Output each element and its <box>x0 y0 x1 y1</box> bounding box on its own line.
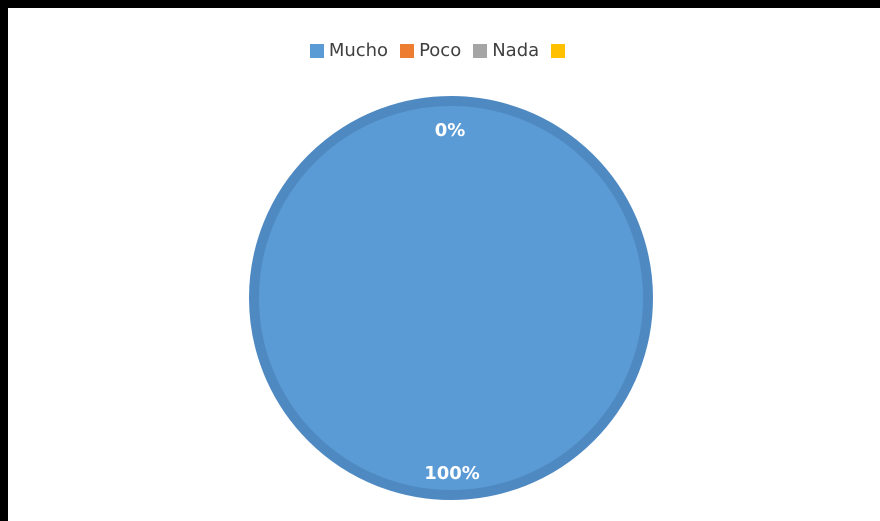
legend-swatch-poco <box>400 44 415 58</box>
legend-label-poco: Poco <box>419 40 462 61</box>
data-label-poco: 0% <box>435 120 466 141</box>
legend-label-mucho: Mucho <box>328 40 389 61</box>
legend-item-unnamed <box>551 40 570 62</box>
pie-slice-mucho <box>249 96 653 500</box>
legend-swatch-nada <box>473 44 488 58</box>
legend-label-nada: Nada <box>492 40 540 61</box>
legend-item-nada: Nada <box>473 40 539 62</box>
pie-slices <box>249 96 653 500</box>
legend-item-mucho: Mucho <box>309 40 389 62</box>
chart-legend: Mucho Poco Nada <box>0 40 880 62</box>
legend-swatch-mucho <box>309 44 324 58</box>
data-label-mucho: 100% <box>424 463 480 484</box>
legend-item-poco: Poco <box>400 40 461 62</box>
legend-swatch-unnamed <box>551 44 566 58</box>
